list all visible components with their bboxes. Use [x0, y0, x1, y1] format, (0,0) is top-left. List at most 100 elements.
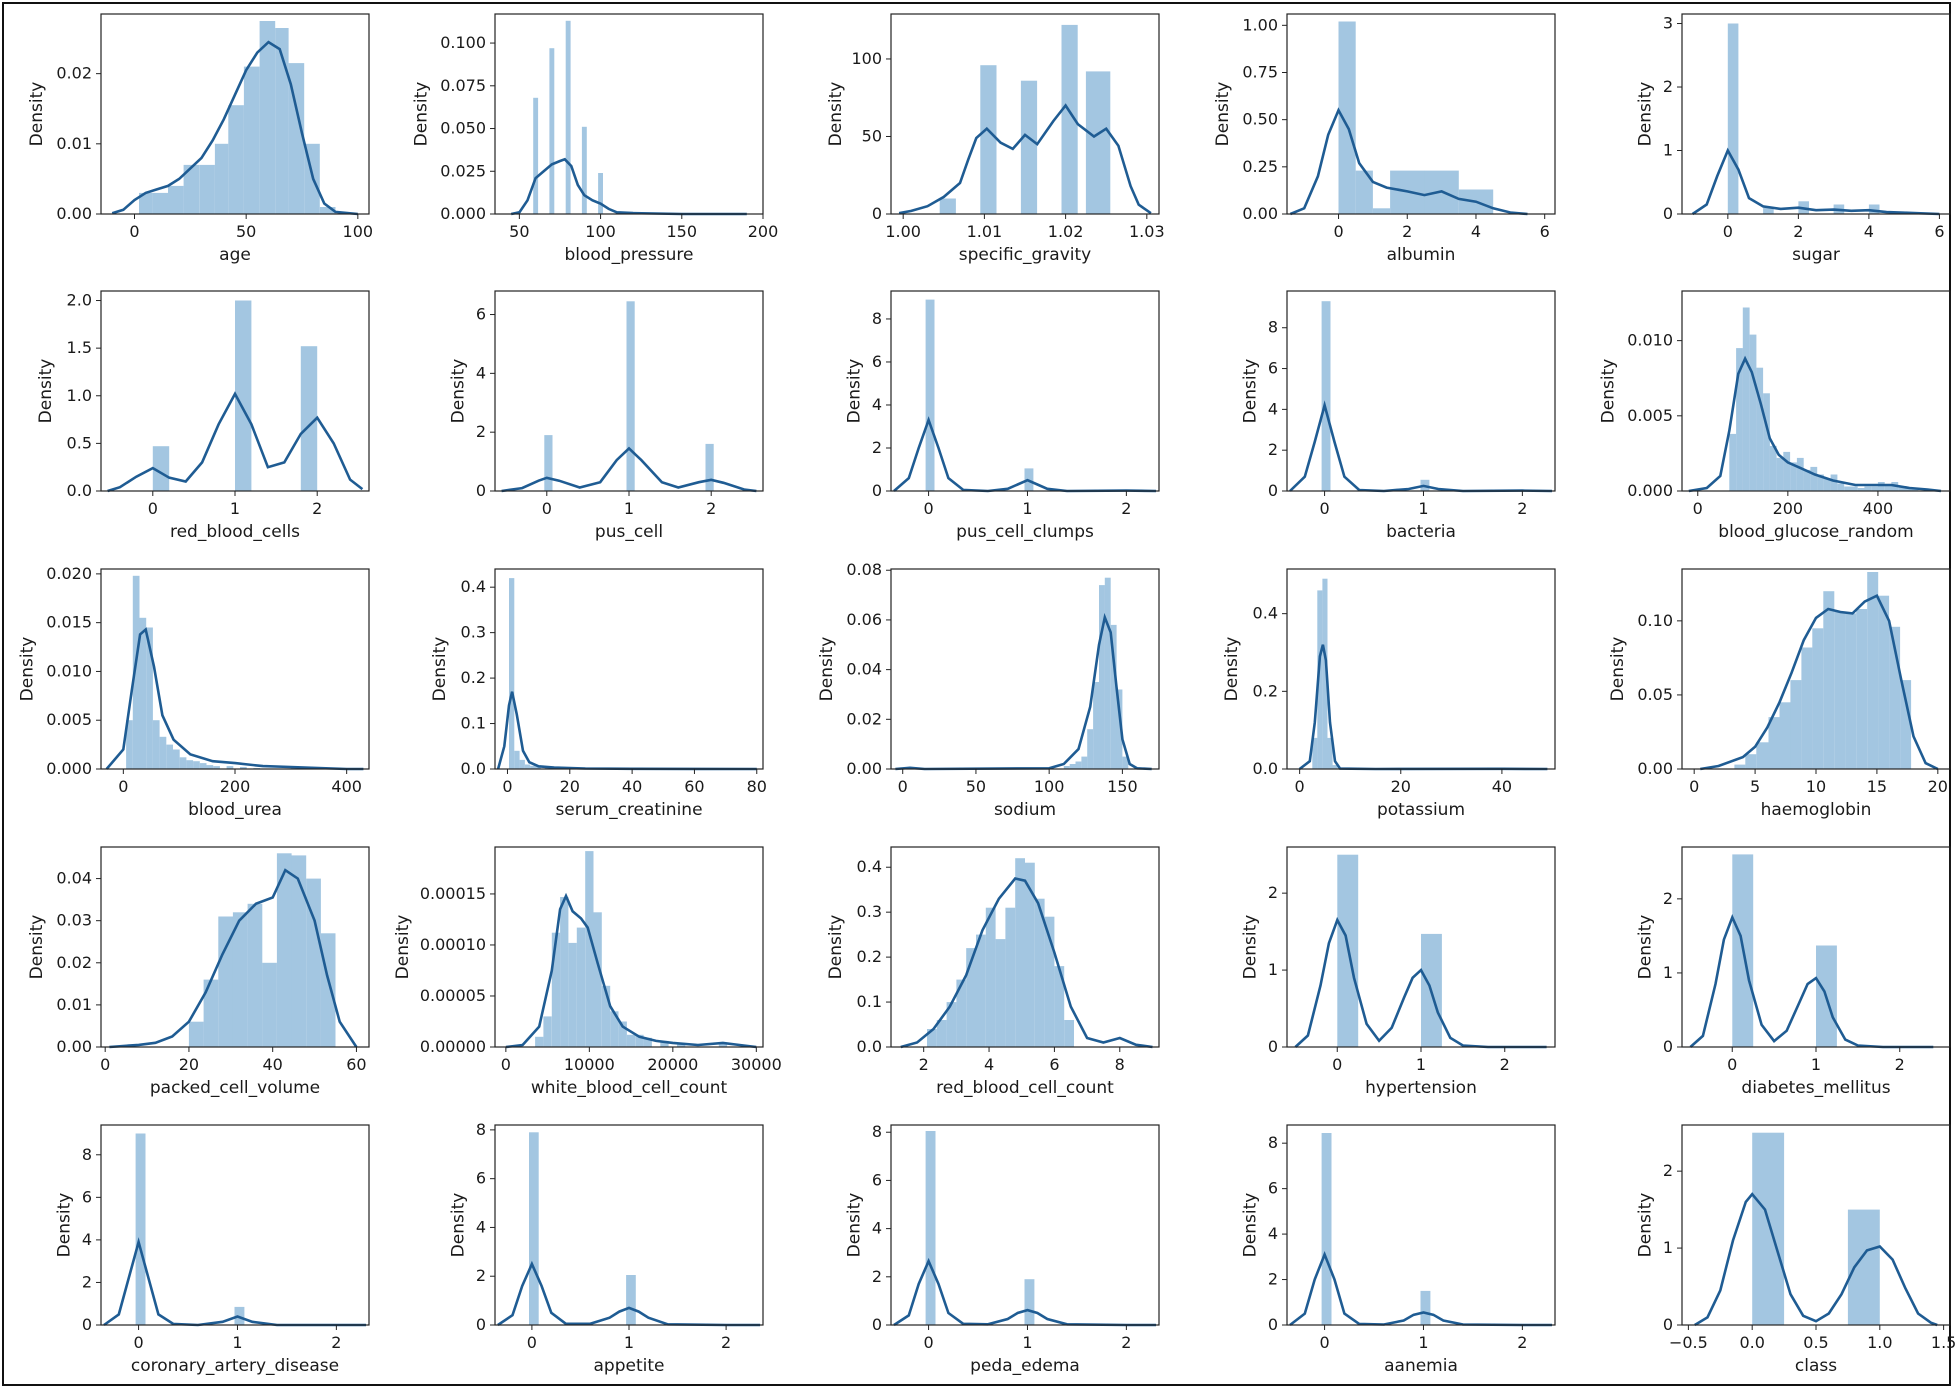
kde-line-red-blood-cell-count: [900, 877, 1153, 1049]
ylabel-age: Density: [27, 82, 47, 147]
ytick-label: 0.3: [857, 902, 882, 921]
ylabel-red-blood-cells: Density: [36, 359, 56, 424]
bar-blood-urea-13: [213, 766, 220, 769]
ytick-label: 0: [872, 481, 882, 500]
ytick-label: 0.08: [846, 560, 882, 579]
xlabel-pus-cell: pus_cell: [595, 522, 663, 542]
ytick-label: 50: [862, 126, 882, 145]
xlabel-packed-cell-volume: packed_cell_volume: [150, 1078, 320, 1098]
bar-blood-glucose-random-16: [1837, 483, 1845, 491]
ylabel-pus-cell: Density: [449, 359, 469, 424]
ytick-label: 0: [476, 1315, 486, 1334]
axes-sodium: [890, 568, 1160, 770]
xtick-label: 0: [1693, 499, 1703, 518]
xtick-label: 0: [118, 777, 128, 796]
axes-aanemia: [1286, 1124, 1556, 1326]
ytick-label: 0.075: [440, 76, 486, 95]
ytick-label: 8: [476, 1120, 486, 1139]
ytick-label: 2: [1268, 883, 1278, 902]
ytick-label: 0.00: [846, 759, 882, 778]
xtick-label: 4: [1471, 222, 1481, 241]
bar-red-blood-cell-count-5: [976, 934, 986, 1047]
subplot-bacteria: 0 1 2 0 2 4 6 8 bacteria Density: [1241, 290, 1556, 542]
axes-peda-edema: [890, 1124, 1160, 1326]
xtick-label: 0: [1319, 1333, 1329, 1352]
bar-age-4: [199, 164, 215, 214]
xlabel-haemoglobin: haemoglobin: [1761, 800, 1872, 820]
bar-age-0: [139, 192, 153, 214]
bar-blood-urea-2: [139, 617, 147, 769]
ytick-label: 1: [1663, 1238, 1673, 1257]
ytick-label: 0.00010: [420, 935, 486, 954]
bar-class-0: [1752, 1132, 1785, 1325]
axes-age: [100, 13, 370, 215]
bar-blood-glucose-random-23: [1884, 485, 1892, 491]
ylabel-blood-glucose-random: Density: [1599, 359, 1619, 424]
ytick-label: 0: [82, 1315, 92, 1334]
bar-haemoglobin-4: [1779, 702, 1791, 769]
kde-line-pus-cell: [501, 446, 757, 493]
bar-blood-glucose-random-0: [1729, 433, 1737, 491]
ytick-label: 6: [872, 352, 882, 371]
bar-red-blood-cell-count-4: [966, 948, 976, 1047]
ytick-label: 0.01: [56, 995, 92, 1014]
ytick-label: 0.0: [461, 759, 486, 778]
xtick-label: 20: [179, 1055, 199, 1074]
bar-blood-urea-11: [199, 763, 207, 769]
axes-serum-creatinine: [494, 568, 764, 770]
bar-red-blood-cell-count-9: [1015, 858, 1025, 1047]
bar-sodium-9: [1116, 689, 1123, 769]
xtick-label: 40: [1492, 777, 1512, 796]
xtick-label: 2: [1793, 222, 1803, 241]
bar-appetite-0: [529, 1132, 539, 1325]
ylabel-aanemia: Density: [1241, 1193, 1261, 1258]
xlabel-pus-cell-clumps: pus_cell_clumps: [956, 522, 1094, 542]
ylabel-coronary-artery-disease: Density: [55, 1193, 75, 1258]
kde-line-appetite: [497, 1260, 761, 1327]
ylabel-packed-cell-volume: Density: [27, 915, 47, 980]
bar-haemoglobin-5: [1790, 680, 1802, 769]
bar-specific-gravity-0: [939, 198, 956, 214]
xtick-label: 1: [1022, 1333, 1032, 1352]
ytick-label: 0.02: [56, 64, 92, 83]
bar-age-7: [243, 66, 260, 214]
ylabel-sugar: Density: [1636, 82, 1656, 147]
xtick-label: 0: [542, 499, 552, 518]
bar-blood-urea-4: [152, 720, 160, 769]
bar-red-blood-cells-1: [235, 300, 252, 491]
xtick-label: 80: [747, 777, 767, 796]
bar-white-blood-cell-count-1: [543, 1016, 552, 1047]
xlabel-hypertension: hypertension: [1365, 1078, 1477, 1098]
axes-coronary-artery-disease: [100, 1124, 370, 1326]
xtick-label: 1: [1811, 1055, 1821, 1074]
bar-red-blood-cell-count-7: [995, 939, 1006, 1047]
bar-haemoglobin-1: [1745, 754, 1757, 769]
bar-sodium-6: [1099, 585, 1105, 769]
ylabel-class: Density: [1636, 1193, 1656, 1258]
xlabel-potassium: potassium: [1377, 800, 1465, 820]
xtick-label: 10000: [564, 1055, 615, 1074]
kde-line-serum-creatinine: [496, 691, 757, 771]
xtick-label: 2: [331, 1333, 341, 1352]
ylabel-appetite: Density: [449, 1193, 469, 1258]
bar-red-blood-cell-count-3: [956, 979, 967, 1047]
ytick-label: 0.04: [56, 869, 92, 888]
ytick-label: 4: [872, 395, 882, 414]
ytick-label: 0.25: [1242, 157, 1278, 176]
ytick-label: 8: [1268, 318, 1278, 337]
kde-line-red-blood-cells: [107, 391, 364, 493]
ytick-label: 2.0: [67, 291, 92, 310]
bar-blood-pressure-2: [565, 20, 571, 214]
bar-age-3: [183, 164, 200, 214]
bar-sodium-2: [1075, 761, 1082, 769]
kde-line-blood-urea: [105, 627, 364, 771]
xtick-label: 150: [1107, 777, 1138, 796]
xtick-label: 2: [1500, 1055, 1510, 1074]
bar-white-blood-cell-count-13: [643, 1037, 652, 1047]
bar-blood-urea-5: [159, 736, 167, 769]
xtick-label: 2: [1517, 1333, 1527, 1352]
xlabel-red-blood-cell-count: red_blood_cell_count: [936, 1078, 1114, 1098]
ytick-label: 1: [1268, 960, 1278, 979]
bar-serum-creatinine-2: [519, 759, 525, 769]
kde-line-peda-edema: [893, 1257, 1156, 1327]
